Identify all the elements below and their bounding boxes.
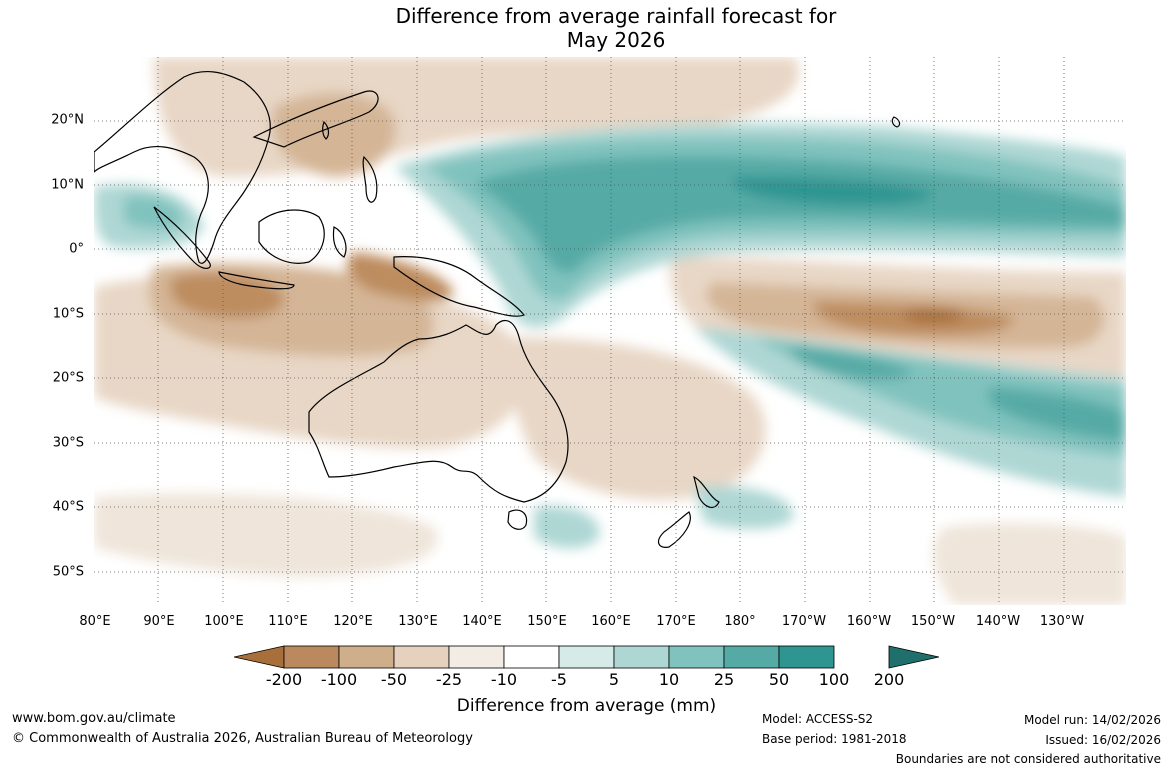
colorbar-label: Difference from average (mm)	[456, 696, 717, 716]
lat-label-30s: 30°S	[52, 435, 84, 451]
lat-label-20n: 20°N	[51, 112, 84, 128]
colorbar-tick: -100	[320, 670, 358, 689]
rainfall-map	[94, 57, 1126, 605]
colorbar-tick: -5	[551, 670, 567, 689]
coastlines	[94, 71, 901, 548]
lon-label-90e: 90°E	[143, 614, 175, 629]
title-line-2: May 2026	[566, 28, 666, 52]
lon-label-170w: 170°W	[781, 614, 827, 629]
lon-label-80e: 80°E	[79, 614, 111, 629]
colorbar-extend-low	[234, 645, 285, 669]
colorbar-tick: -50	[380, 670, 408, 689]
disclaimer-text: Boundaries are not considered authoritat…	[895, 752, 1161, 766]
lon-label-100e: 100°E	[204, 614, 244, 629]
lon-label-150w: 150°W	[910, 614, 956, 629]
base-period-text: Base period: 1981-2018	[762, 732, 907, 746]
title-line-1: Difference from average rainfall forecas…	[395, 4, 837, 28]
lon-label-180: 180°	[724, 614, 756, 629]
colorbar-cell	[558, 645, 615, 669]
colorbar-cell	[613, 645, 670, 669]
colorbar-tick: -25	[435, 670, 463, 689]
colorbar-cell	[338, 645, 395, 669]
lon-label-130w: 130°W	[1039, 614, 1085, 629]
model-run-text: Model run: 14/02/2026	[1023, 713, 1161, 727]
colorbar-tick: 5	[608, 670, 620, 689]
map-title: Difference from average rainfall forecas…	[0, 4, 1173, 52]
colorbar-cell	[283, 645, 340, 669]
lon-label-110e: 110°E	[268, 614, 308, 629]
colorbar-cell	[393, 645, 450, 669]
colorbar-tick: 200	[873, 670, 905, 689]
colorbar-tick: 10	[658, 670, 680, 689]
copyright-text: © Commonwealth of Australia 2026, Austra…	[12, 731, 473, 746]
website-link[interactable]: www.bom.gov.au/climate	[12, 711, 176, 726]
lat-label-10n: 10°N	[51, 177, 84, 193]
lon-label-130e: 130°E	[398, 614, 438, 629]
colorbar-tick: -200	[265, 670, 303, 689]
colorbar-tick: 100	[818, 670, 850, 689]
lon-label-140w: 140°W	[975, 614, 1021, 629]
lat-label-40s: 40°S	[52, 499, 84, 515]
rainfall-map-svg	[94, 57, 1126, 605]
colorbar-cell	[778, 645, 835, 669]
gridlines	[94, 57, 1126, 605]
lon-label-150e: 150°E	[527, 614, 567, 629]
model-text: Model: ACCESS-S2	[762, 712, 874, 726]
lat-label-20s: 20°S	[52, 370, 84, 386]
lon-label-160w: 160°W	[846, 614, 892, 629]
colorbar-tick: -10	[490, 670, 518, 689]
colorbar-cell	[668, 645, 725, 669]
colorbar	[234, 645, 939, 669]
lon-label-160e: 160°E	[591, 614, 631, 629]
colorbar-tick: 25	[713, 670, 735, 689]
lon-label-120e: 120°E	[333, 614, 373, 629]
colorbar-cells	[283, 645, 835, 669]
colorbar-cell	[503, 645, 560, 669]
colorbar-extend-high	[888, 645, 939, 669]
colorbar-cell	[723, 645, 780, 669]
lat-label-50s: 50°S	[52, 564, 84, 580]
colorbar-tick: 50	[768, 670, 790, 689]
lon-label-170e: 170°E	[656, 614, 696, 629]
lat-label-0: 0°	[69, 241, 84, 257]
colorbar-cell	[448, 645, 505, 669]
lat-label-10s: 10°S	[52, 306, 84, 322]
lon-label-140e: 140°E	[462, 614, 502, 629]
issued-text: Issued: 16/02/2026	[1045, 733, 1161, 747]
